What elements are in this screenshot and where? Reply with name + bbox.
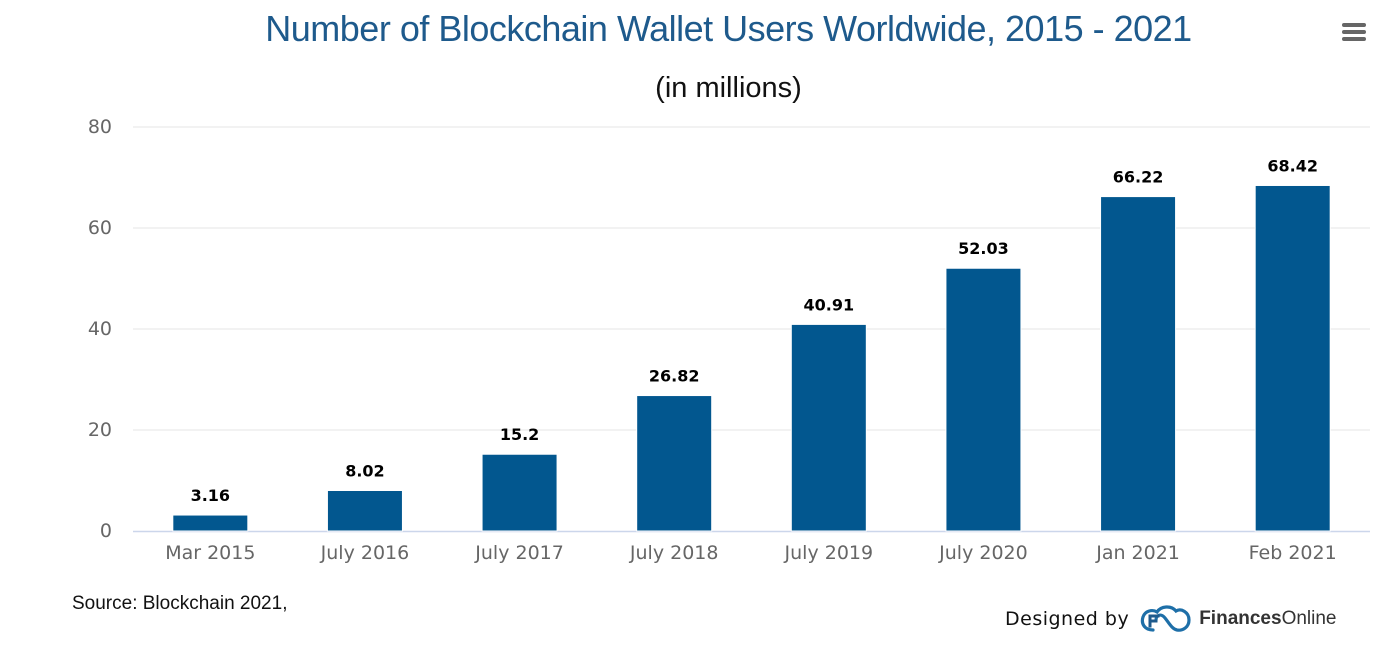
chart-subtitle: (in millions) <box>655 72 802 104</box>
bar <box>326 489 403 532</box>
brand-name: FinancesOnline <box>1199 608 1336 630</box>
data-label: 26.82 <box>649 367 700 386</box>
y-axis-ticks: 0 20 40 60 80 <box>88 116 112 542</box>
data-label: 52.03 <box>958 239 1009 258</box>
designed-by-credit[interactable]: Designed by FinancesOnline <box>1005 603 1337 635</box>
menu-bar <box>1342 37 1366 41</box>
x-tick-label: July 2020 <box>938 542 1028 564</box>
bar <box>172 514 249 532</box>
bar <box>636 395 713 532</box>
x-tick-label: Jan 2021 <box>1095 542 1180 564</box>
data-label: 3.16 <box>191 486 230 505</box>
menu-bar <box>1342 23 1366 27</box>
bar-chart: 0 20 40 60 80 3.16 8.02 15.2 26.82 40.91 52.03 66.… <box>88 116 1370 564</box>
x-tick-label: July 2019 <box>784 542 874 564</box>
chart-title: Number of Blockchain Wallet Users Worldw… <box>265 8 1192 49</box>
data-label: 15.2 <box>500 425 539 444</box>
data-label: 40.91 <box>804 295 855 314</box>
x-tick-label: July 2018 <box>629 542 719 564</box>
bar <box>1100 196 1177 532</box>
x-tick-label: July 2016 <box>320 542 410 564</box>
hamburger-menu-icon[interactable] <box>1340 20 1368 44</box>
y-tick-label: 80 <box>88 116 112 138</box>
y-tick-label: 60 <box>88 217 112 239</box>
y-tick-label: 0 <box>100 520 112 542</box>
bars <box>172 184 1331 532</box>
x-tick-label: Mar 2015 <box>165 542 255 564</box>
bar <box>481 453 558 532</box>
x-tick-label: July 2017 <box>474 542 564 564</box>
y-tick-label: 20 <box>88 419 112 441</box>
grid-lines <box>133 126 1370 533</box>
data-label: 8.02 <box>345 461 384 480</box>
brand-name-bold: Finances <box>1199 608 1282 629</box>
data-labels: 3.16 8.02 15.2 26.82 40.91 52.03 66.22 68.42 <box>191 156 1318 505</box>
data-label: 66.22 <box>1113 168 1164 187</box>
bar <box>1254 184 1331 532</box>
financesonline-cloud-logo-icon <box>1141 605 1191 632</box>
designed-by-label: Designed by <box>1005 608 1130 630</box>
x-axis-ticks: Mar 2015 July 2016 July 2017 July 2018 July … <box>165 542 1337 564</box>
bar <box>945 267 1022 532</box>
data-label: 68.42 <box>1267 156 1318 175</box>
brand-name-light: Online <box>1281 608 1337 629</box>
x-tick-label: Feb 2021 <box>1249 542 1337 564</box>
bar <box>790 323 867 532</box>
source-note: Source: Blockchain 2021, <box>72 593 288 614</box>
menu-bar <box>1342 30 1366 34</box>
y-tick-label: 40 <box>88 318 112 340</box>
